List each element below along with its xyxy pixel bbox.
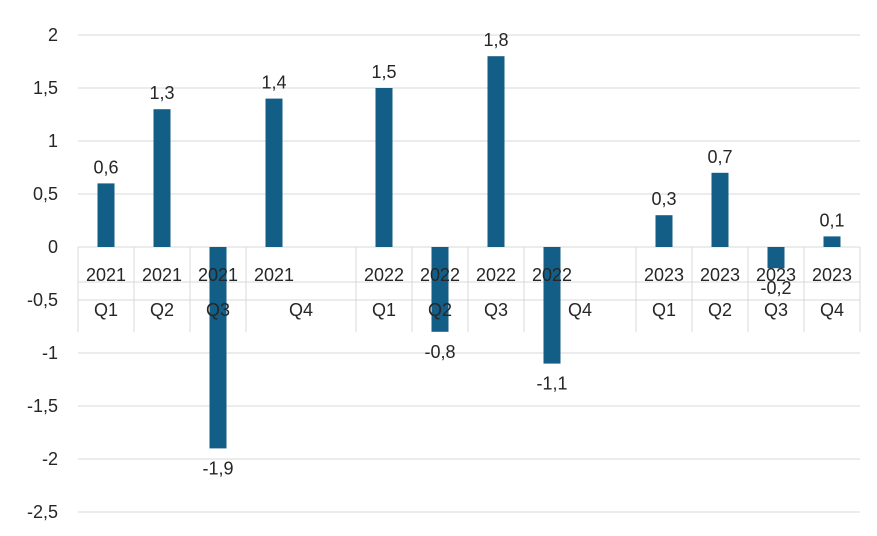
bar xyxy=(97,183,115,247)
category-year-label: 2021 xyxy=(86,265,126,285)
y-tick-label: -2,5 xyxy=(27,502,58,522)
category-grid xyxy=(77,247,861,332)
data-label: 0,3 xyxy=(651,189,676,209)
category-year-label: 2023 xyxy=(756,265,796,285)
bars xyxy=(97,56,841,449)
y-tick-label: 1 xyxy=(48,131,58,151)
bar xyxy=(487,56,505,248)
data-label: 1,5 xyxy=(371,62,396,82)
category-quarter-label: Q3 xyxy=(764,300,788,320)
category-quarter-label: Q4 xyxy=(289,300,313,320)
data-label: 1,8 xyxy=(483,30,508,50)
bar xyxy=(375,88,393,247)
category-year-label: 2023 xyxy=(644,265,684,285)
category-year-label: 2021 xyxy=(198,265,238,285)
bar xyxy=(767,247,785,269)
category-quarter-label: Q1 xyxy=(652,300,676,320)
category-quarter-label: Q2 xyxy=(428,300,452,320)
y-tick-label: -1,5 xyxy=(27,396,58,416)
bar xyxy=(209,247,227,449)
data-label: -1,9 xyxy=(202,458,233,478)
gridlines xyxy=(78,34,860,513)
data-label: 0,7 xyxy=(707,147,732,167)
data-label: 1,4 xyxy=(261,73,286,93)
bar xyxy=(655,215,673,247)
category-labels: 2021 Q1 2021 Q2 2021 Q3 2021 Q4 2022 Q1 2022 Q2 2022… xyxy=(86,265,852,320)
category-quarter-label: Q1 xyxy=(372,300,396,320)
category-quarter-label: Q4 xyxy=(568,300,592,320)
category-year-label: 2022 xyxy=(420,265,460,285)
y-axis: 2 1,5 1 0,5 0 -0,5 -1 -1,5 -2 -2,5 xyxy=(27,25,58,522)
bar xyxy=(431,247,449,332)
category-year-label: 2021 xyxy=(254,265,294,285)
category-quarter-label: Q2 xyxy=(708,300,732,320)
category-quarter-label: Q2 xyxy=(150,300,174,320)
data-label: -0,8 xyxy=(424,342,455,362)
y-tick-label: 0,5 xyxy=(33,184,58,204)
bar xyxy=(265,98,283,247)
category-quarter-label: Q3 xyxy=(484,300,508,320)
category-quarter-label: Q3 xyxy=(206,300,230,320)
y-tick-label: -2 xyxy=(42,449,58,469)
data-label: 1,3 xyxy=(149,83,174,103)
category-year-label: 2022 xyxy=(476,265,516,285)
y-tick-label: 1,5 xyxy=(33,78,58,98)
y-tick-label: -0,5 xyxy=(27,290,58,310)
bar xyxy=(543,247,561,364)
bar xyxy=(153,109,171,247)
y-tick-label: 2 xyxy=(48,25,58,45)
category-year-label: 2023 xyxy=(700,265,740,285)
data-labels: 0,6 1,3 -1,9 1,4 1,5 -0,8 1,8 -1,1 0,3 0,7 -0,2 0,1 xyxy=(93,30,844,478)
bar xyxy=(823,236,841,247)
y-tick-label: 0 xyxy=(48,237,58,257)
data-label: 0,1 xyxy=(819,210,844,230)
data-label: -1,1 xyxy=(536,374,567,394)
category-quarter-label: Q1 xyxy=(94,300,118,320)
category-year-label: 2021 xyxy=(142,265,182,285)
data-label: 0,6 xyxy=(93,157,118,177)
category-quarter-label: Q4 xyxy=(820,300,844,320)
category-year-label: 2022 xyxy=(364,265,404,285)
data-label: -0,2 xyxy=(760,278,791,298)
bar xyxy=(711,172,729,247)
y-tick-label: -1 xyxy=(42,343,58,363)
category-year-label: 2022 xyxy=(532,265,572,285)
category-year-label: 2023 xyxy=(812,265,852,285)
